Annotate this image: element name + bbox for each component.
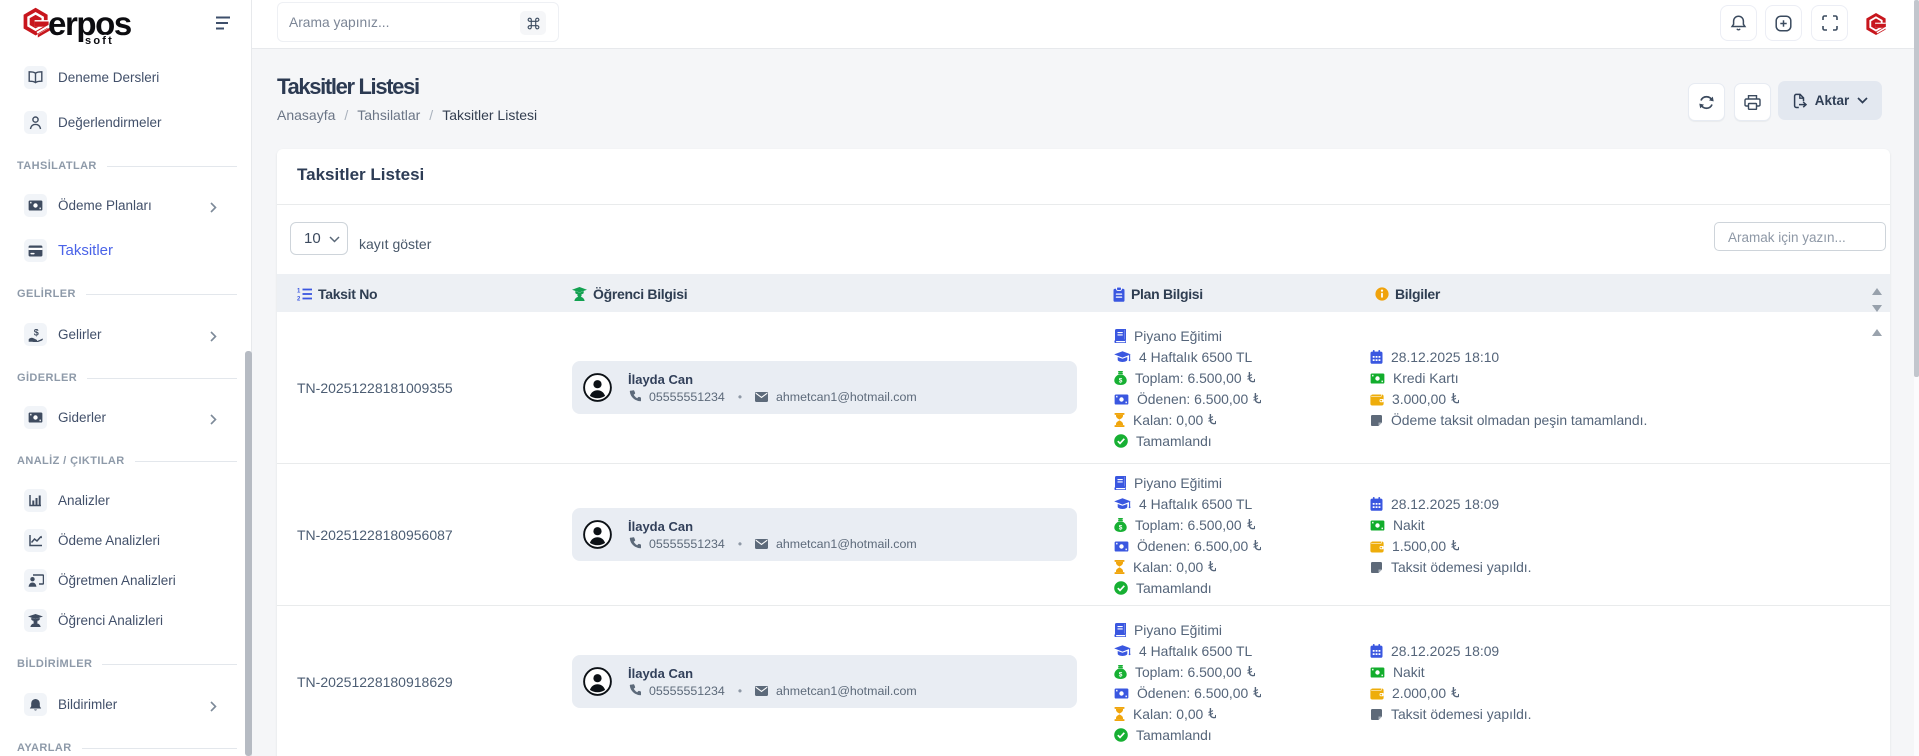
svg-text:1: 1 [297, 289, 301, 295]
svg-text:$: $ [1119, 524, 1123, 531]
svg-text:soft: soft [85, 35, 114, 47]
svg-text:$: $ [1119, 377, 1123, 384]
svg-text:$: $ [34, 328, 39, 338]
svg-text:$: $ [1119, 671, 1123, 678]
svg-text:erpos: erpos [48, 5, 131, 42]
svg-text:2: 2 [297, 297, 301, 302]
